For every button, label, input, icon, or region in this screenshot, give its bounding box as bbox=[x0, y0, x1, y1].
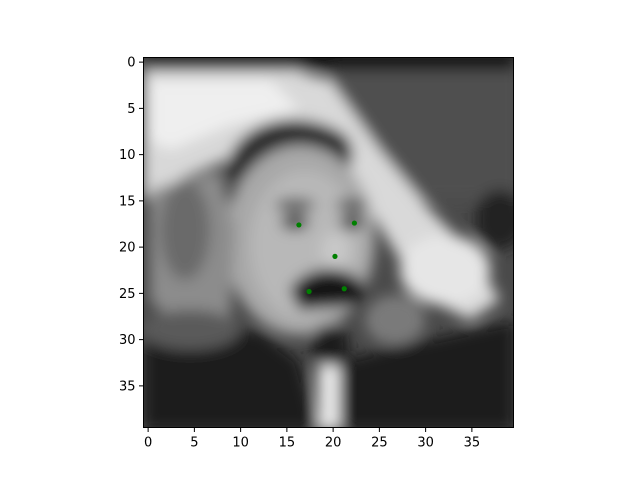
x-tick-label: 5 bbox=[190, 436, 198, 451]
y-axis: 0 5 10 15 20 25 30 35 bbox=[119, 56, 144, 394]
scatter-points bbox=[296, 220, 357, 295]
x-tick-label: 30 bbox=[417, 436, 434, 451]
scatter-point bbox=[296, 222, 302, 228]
y-tick-label: 25 bbox=[119, 287, 136, 302]
scatter-point bbox=[332, 253, 338, 259]
y-tick-label: 15 bbox=[119, 194, 136, 209]
x-tick-label: 10 bbox=[232, 436, 249, 451]
x-tick-label: 35 bbox=[464, 436, 481, 451]
scatter-point bbox=[341, 286, 347, 292]
x-tick-label: 0 bbox=[144, 436, 152, 451]
y-tick-label: 35 bbox=[119, 379, 136, 394]
scatter-point bbox=[306, 288, 312, 295]
y-tick-label: 0 bbox=[127, 56, 135, 71]
x-tick-label: 25 bbox=[371, 436, 388, 451]
y-tick-label: 5 bbox=[127, 102, 135, 117]
scatter-point bbox=[351, 220, 357, 226]
y-tick-label: 20 bbox=[119, 241, 136, 256]
y-tick-label: 10 bbox=[119, 148, 136, 163]
axes-frame bbox=[143, 57, 514, 428]
y-tick-label: 30 bbox=[119, 333, 136, 348]
x-tick-label: 15 bbox=[279, 436, 296, 451]
x-axis: 0 5 10 15 20 25 30 35 bbox=[144, 427, 481, 451]
grayscale-face-image bbox=[143, 57, 514, 428]
x-tick-label: 20 bbox=[325, 436, 342, 451]
